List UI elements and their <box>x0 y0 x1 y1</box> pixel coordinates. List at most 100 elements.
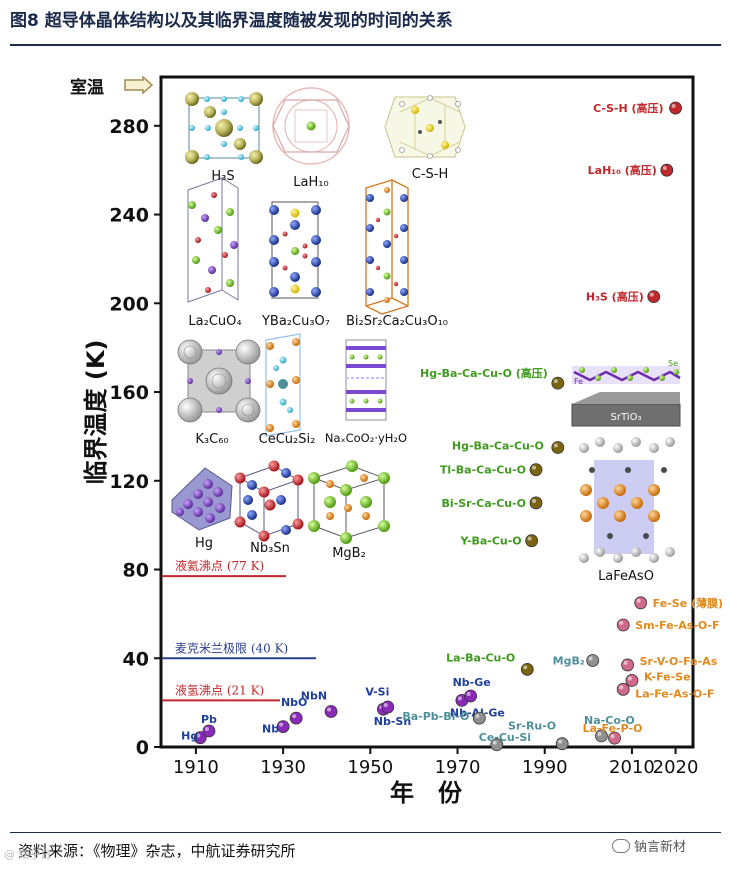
room-temp-label: 室温 <box>70 77 104 98</box>
data-point-label: Ce-Cu-Si <box>479 731 531 744</box>
data-point-label: NbN <box>301 690 327 703</box>
footer-divider <box>10 832 721 833</box>
data-point-highlight <box>619 620 624 625</box>
data-point-highlight <box>627 676 632 681</box>
y-tick-label: 160 <box>109 382 149 404</box>
structure-bi2223-icon <box>365 179 409 315</box>
structure-label: Fe <box>574 377 583 386</box>
data-point-label: Bi-Sr-Ca-Cu-O <box>442 497 527 510</box>
y-tick-label: 40 <box>123 648 149 670</box>
data-point-label: Nb-Ge <box>453 676 491 689</box>
data-point <box>634 596 648 610</box>
data-point-highlight <box>527 536 532 541</box>
structure-k3c60-icon <box>177 339 261 423</box>
data-point-highlight <box>292 714 297 719</box>
data-point-label: Sm-Fe-As-O-F <box>635 619 719 632</box>
data-point-label: Na-Co-O <box>584 714 635 727</box>
data-point-label: Y-Ba-Cu-O <box>460 535 522 548</box>
x-tick-label: 1970 <box>435 757 481 778</box>
title-divider <box>10 44 721 46</box>
data-point <box>202 724 216 738</box>
data-point-label: Tl-Ba-Ca-Cu-O <box>440 464 526 477</box>
data-point-label: Nb <box>262 723 279 736</box>
data-point-label: Fe-Se (薄膜) <box>653 596 723 610</box>
data-point-label: Ba-Pb-Bi-O <box>402 710 469 723</box>
data-point <box>551 441 565 454</box>
data-point-highlight <box>558 739 563 744</box>
y-tick-label: 80 <box>123 560 149 582</box>
structure-label: K₃C₆₀ <box>195 432 228 447</box>
x-tick-label: 1930 <box>260 757 306 778</box>
structure-label: CeCu₂Si₂ <box>259 432 316 447</box>
data-point <box>669 101 682 115</box>
data-point <box>660 163 674 177</box>
structure-label: LaH₁₀ <box>293 175 328 190</box>
structure-label: YBa₂Cu₃O₇ <box>261 314 330 329</box>
y-axis: 0 40 80 120 160 200 240 280 <box>109 116 161 759</box>
structure-label: H₃S <box>211 169 234 184</box>
x-tick-label: 2010 <box>609 757 655 778</box>
data-point-highlight <box>532 498 537 503</box>
y-tick-label: 0 <box>136 737 149 759</box>
x-tick-label: 1950 <box>347 757 393 778</box>
data-point-highlight <box>588 656 593 661</box>
structure-h3s-icon <box>185 92 263 164</box>
structure-naxcoo2-icon <box>345 339 387 421</box>
data-point-label: K-Fe-Se <box>644 670 691 683</box>
data-point-highlight <box>279 722 284 727</box>
data-point-label: La-Fe-P-O <box>583 722 643 735</box>
y-tick-label: 120 <box>109 471 149 493</box>
data-point <box>472 711 486 725</box>
structure-labels: H₃S LaH₁₀ C-S-H La₂CuO₄ YBa₂Cu₃O₇ Bi₂Sr₂… <box>188 167 678 584</box>
data-point-label: Sr-Ru-O <box>508 720 556 733</box>
x-tick-label: 1990 <box>522 757 568 778</box>
data-point-label: LaH₁₀ (高压) <box>588 163 657 177</box>
data-point-highlight <box>553 443 558 448</box>
x-tick-label: 1910 <box>173 757 219 778</box>
data-point <box>621 658 634 672</box>
structure-lah10-icon <box>272 87 350 165</box>
data-point <box>616 682 630 696</box>
structure-label: NaₓCoO₂·yH₂O <box>325 431 407 445</box>
data-point-highlight <box>196 733 201 738</box>
structure-label: SrTiO₃ <box>611 412 642 423</box>
data-point <box>324 705 338 718</box>
data-point-highlight <box>457 696 462 701</box>
data-point <box>625 674 639 687</box>
structure-lafeaso-icon <box>579 437 675 563</box>
room-temp-arrow-icon <box>124 75 154 95</box>
structure-label: C-S-H <box>412 167 449 182</box>
data-point-highlight <box>204 727 209 732</box>
data-point-highlight <box>623 660 628 665</box>
reference-lines: 液氦沸点 (77 K) 麦克米兰极限 (40 K) 液氢沸点 (21 K) <box>162 558 316 702</box>
structure-mgb2-icon <box>308 460 390 544</box>
data-point <box>520 662 534 676</box>
data-point-label: NbO <box>281 696 307 709</box>
data-point-label: La-Fe-As-O-F <box>635 687 714 700</box>
structure-csh-icon <box>384 95 466 159</box>
data-point-label: Hg-Ba-Ca-Cu-O (高压) <box>420 366 548 380</box>
data-point <box>289 711 303 725</box>
data-point <box>647 290 661 304</box>
data-point-highlight <box>475 714 480 719</box>
data-point-label: MgB₂ <box>553 654 585 667</box>
structure-fese-film-icon <box>571 366 681 427</box>
structure-label: Hg <box>195 536 213 551</box>
data-point <box>529 463 543 477</box>
data-point <box>616 618 630 632</box>
watermark: 钠言新材 <box>612 836 686 855</box>
data-point-highlight <box>649 292 654 297</box>
y-axis-title: 临界温度 (K) <box>82 340 110 485</box>
structure-la2cuo4-icon <box>187 177 239 303</box>
data-point-highlight <box>636 598 641 603</box>
data-point <box>586 654 600 667</box>
data-point-highlight <box>327 707 332 712</box>
x-axis-title: 年 份 <box>390 779 463 807</box>
data-point-label: H₃S (高压) <box>586 290 644 304</box>
y-tick-label: 200 <box>109 293 149 315</box>
data-point-highlight <box>662 166 667 171</box>
structure-hg-icon <box>171 467 233 531</box>
figure-title: 图8 超导体晶体结构以及其临界温度随被发现的时间的关系 <box>10 11 453 31</box>
